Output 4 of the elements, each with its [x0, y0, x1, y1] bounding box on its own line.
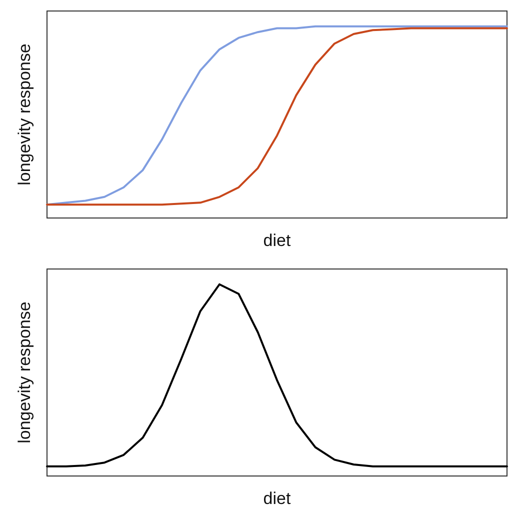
y-axis-title: longevity response	[15, 44, 34, 186]
x-axis-title: diet	[263, 489, 291, 508]
y-axis-title: longevity response	[15, 302, 34, 444]
x-axis-title: diet	[263, 231, 291, 250]
